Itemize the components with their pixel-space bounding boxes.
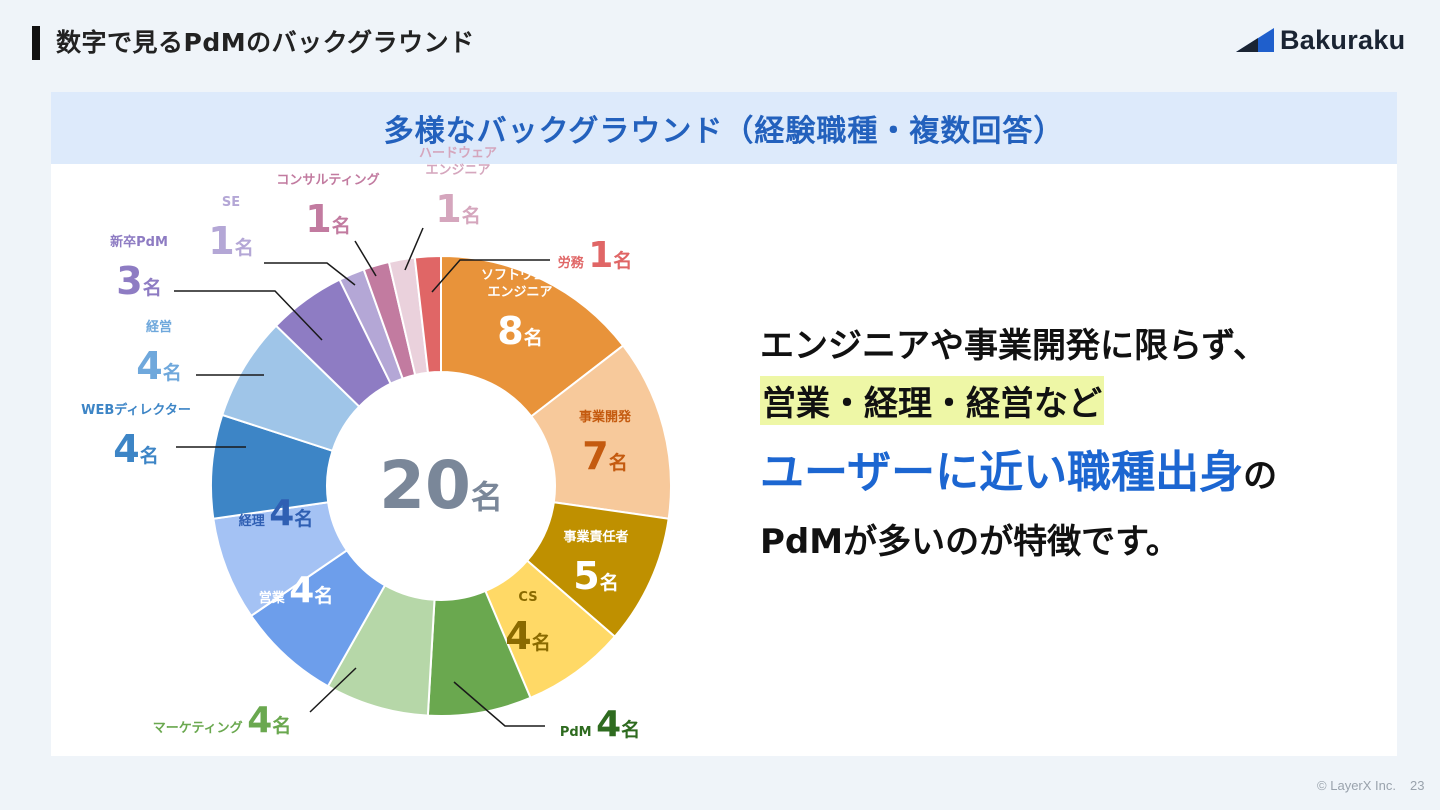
slice-label: CS 4名	[505, 590, 550, 658]
slice-name: CS	[518, 590, 537, 605]
slice-label: 営業 4名	[259, 570, 334, 611]
slice-name: 事業開発	[579, 409, 632, 425]
title-accent-bar	[32, 26, 40, 60]
message-line-4: PdMが多いのが特徴です。	[760, 522, 1180, 562]
bakuraku-logo: Bakuraku	[1236, 24, 1405, 56]
slice-label-text: 経理 4名	[239, 493, 314, 534]
center-total: 20名	[379, 447, 503, 524]
slice-name: エンジニア	[487, 285, 552, 300]
slice-value: 3名	[116, 259, 161, 303]
copyright: © LayerX Inc.	[1317, 778, 1396, 793]
message-line-3: ユーザーに近い職種出身の	[760, 436, 1277, 500]
logo-text: Bakuraku	[1280, 24, 1406, 55]
slice-name: 事業責任者	[563, 529, 628, 545]
slice-label-text: 労務 1名	[558, 235, 633, 276]
slice-label: 新卒PdM 3名	[110, 234, 168, 303]
slice-name: エンジニア	[425, 163, 490, 178]
slice-label: マーケティング 4名	[153, 700, 292, 741]
slice-value: 7名	[582, 434, 627, 478]
slice-value: 1名	[208, 219, 253, 263]
slice-label-text: マーケティング 4名	[153, 700, 292, 741]
slice-label: 事業責任者 5名	[563, 529, 628, 598]
leader-line	[354, 240, 377, 277]
message-line-2: 営業・経理・経営など	[760, 376, 1104, 425]
slice-name: 新卒PdM	[110, 234, 168, 250]
slice-label: 労務 1名	[558, 235, 633, 276]
slice-label: PdM 4名	[560, 704, 640, 745]
slice-name: 経営	[146, 319, 172, 335]
leader-line	[431, 259, 550, 293]
page-number: 23	[1410, 778, 1425, 793]
slice-name: コンサルティング	[276, 172, 379, 188]
slice-label: 経理 4名	[239, 493, 314, 534]
leader-line	[404, 227, 424, 271]
message-line-3-tail: の	[1243, 456, 1278, 496]
slice-name: ソフトウェア	[481, 268, 559, 283]
bakuraku-logo-icon	[1236, 28, 1274, 52]
slice-value: 8名	[497, 309, 542, 353]
slice-value: 4名	[113, 427, 158, 471]
slice-value: 1名	[305, 197, 350, 241]
pie-slice	[413, 254, 442, 374]
slice-value: 1名	[435, 187, 480, 231]
leader-line	[264, 262, 356, 286]
panel-heading-bar: 多様なバックグラウンド（経験職種・複数回答）	[51, 92, 1397, 164]
slice-label: SE 1名	[208, 195, 253, 263]
slice-label: コンサルティング 1名	[276, 172, 379, 241]
slice-label: 経営 4名	[136, 319, 181, 388]
slice-name: WEBディレクター	[81, 402, 191, 418]
leader-line	[309, 667, 357, 713]
slice-name: ハードウェア	[419, 146, 497, 161]
pie-slice	[440, 254, 625, 418]
slice-name: SE	[222, 195, 240, 210]
slice-label: 事業開発 7名	[579, 409, 632, 478]
slice-label-text: 営業 4名	[259, 570, 334, 611]
slice-label: WEBディレクター 4名	[81, 402, 191, 471]
leader-line	[453, 681, 545, 727]
page-title: 数字で見るPdMのバックグラウンド	[56, 28, 475, 57]
slice-value: 5名	[573, 554, 618, 598]
slice-label-text: PdM 4名	[560, 704, 640, 745]
slice-value: 4名	[136, 344, 181, 388]
panel-heading: 多様なバックグラウンド（経験職種・複数回答）	[383, 114, 1065, 149]
message-highlight: ユーザーに近い職種出身	[760, 447, 1244, 498]
slice-value: 4名	[505, 614, 550, 658]
message-line-1: エンジニアや事業開発に限らず、	[760, 326, 1267, 366]
leader-line	[174, 290, 323, 341]
